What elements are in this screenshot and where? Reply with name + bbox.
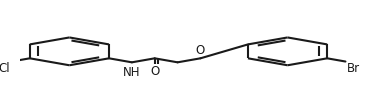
Text: O: O [196,44,205,57]
Text: Br: Br [347,62,360,75]
Text: O: O [150,65,159,78]
Text: Cl: Cl [0,62,10,75]
Text: NH: NH [123,65,141,79]
